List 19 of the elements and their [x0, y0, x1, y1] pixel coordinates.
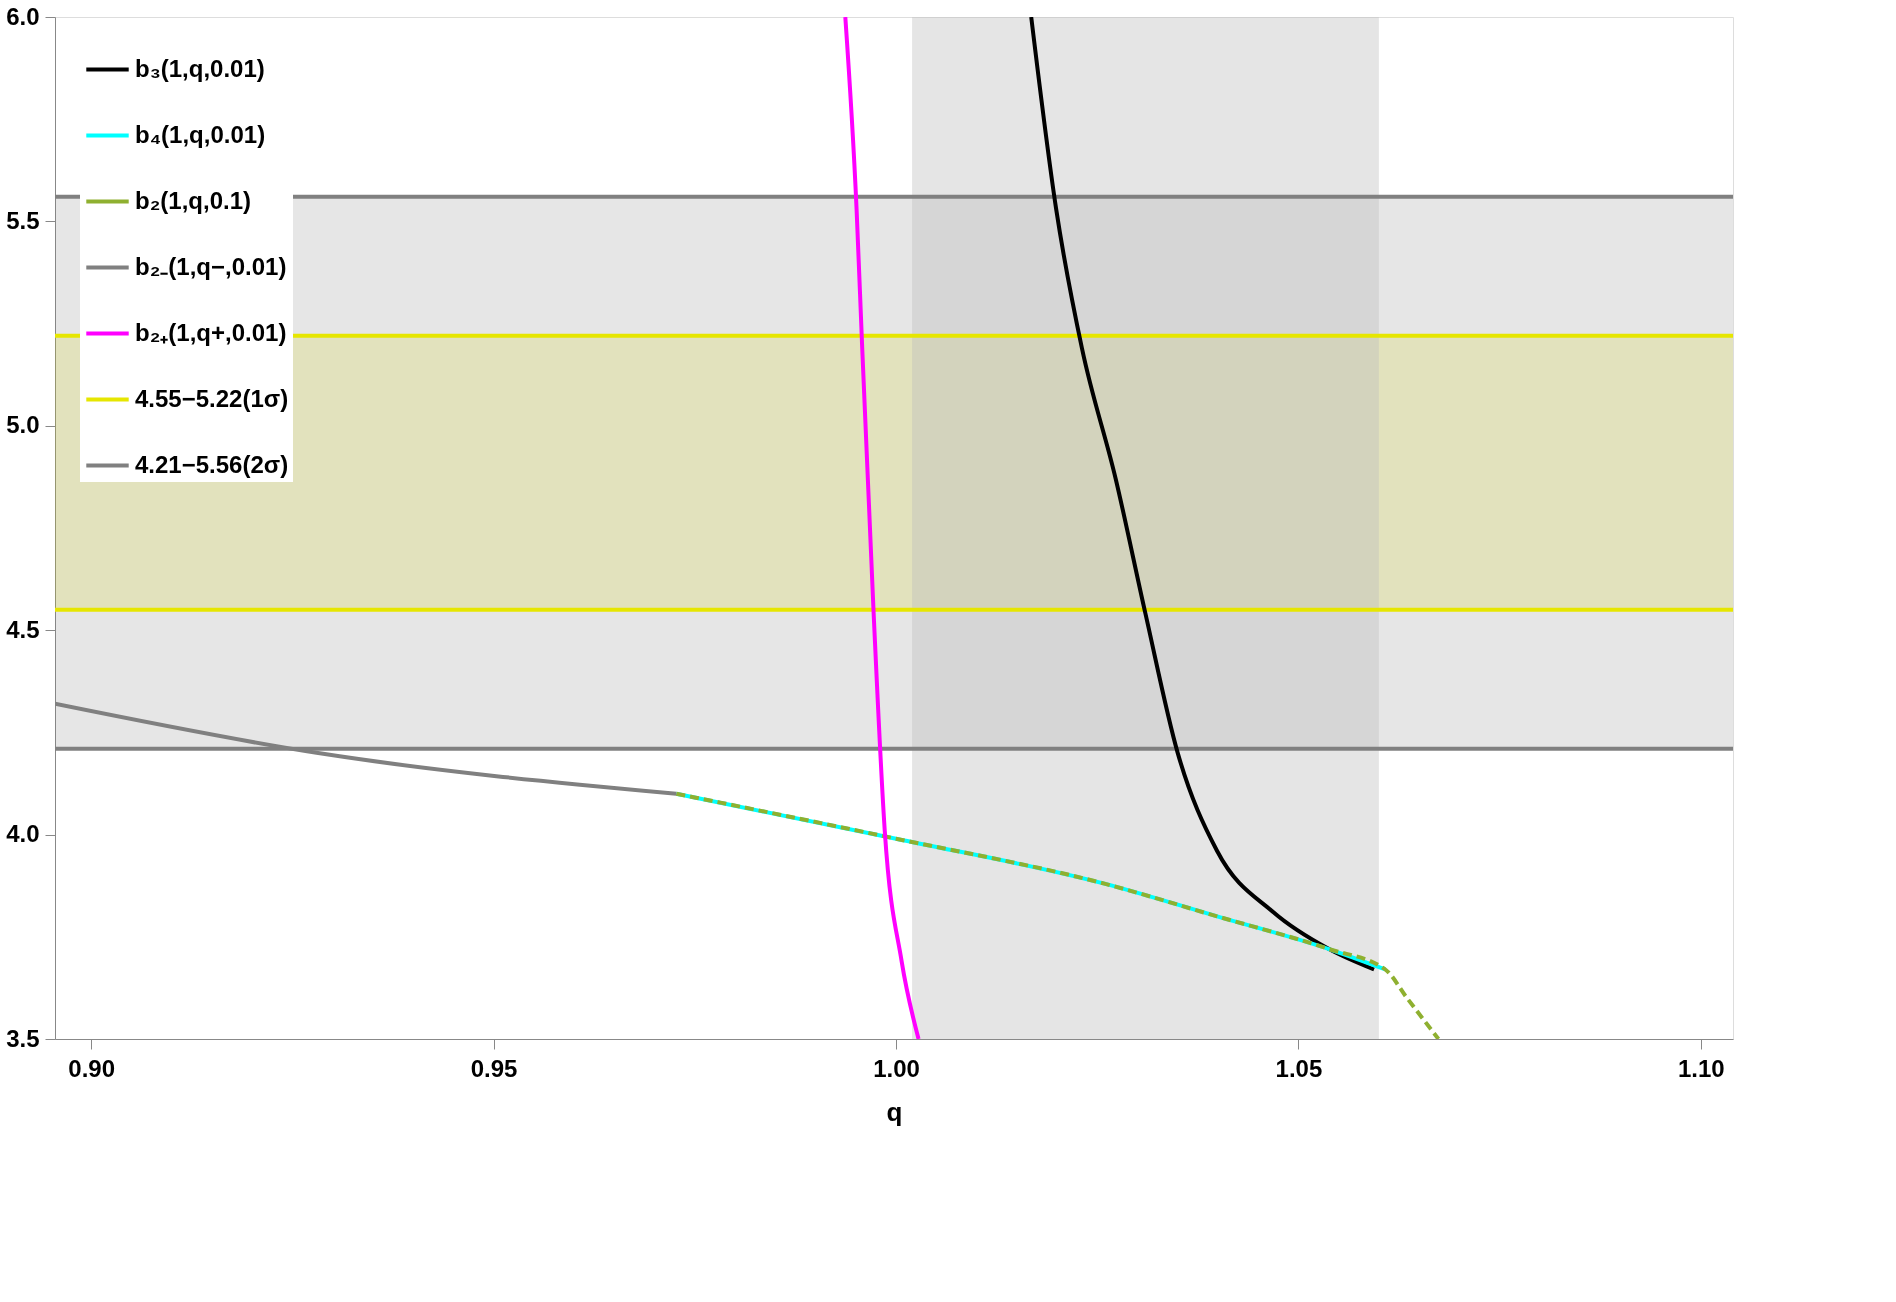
x-tick-label: 1.00 — [873, 1054, 920, 1082]
legend-label: b₂₊(1,q+,0.01) — [135, 318, 287, 346]
y-tick-label: 4.0 — [6, 820, 40, 848]
x-tick-label: 0.90 — [68, 1054, 116, 1082]
x-tick-label: 1.05 — [1275, 1054, 1323, 1082]
y-tick-label: 3.5 — [6, 1024, 40, 1052]
legend-label: b₄(1,q,0.01) — [135, 120, 266, 148]
x-tick-label: 0.95 — [470, 1054, 518, 1082]
legend-label: b₂₋(1,q−,0.01) — [135, 252, 287, 280]
legend-label: b₂(1,q,0.1) — [135, 186, 252, 214]
legend-label: b₃(1,q,0.01) — [135, 54, 265, 82]
band-label: 4.21−5.56(2σ) — [135, 450, 289, 478]
x-axis-title: q — [886, 1096, 903, 1127]
x-tick-label: 1.10 — [1677, 1054, 1725, 1082]
y-tick-label: 5.0 — [6, 411, 40, 439]
y-tick-label: 4.5 — [6, 615, 40, 643]
band-label: 4.55−5.22(1σ) — [135, 384, 289, 412]
y-tick-label: 6.0 — [6, 2, 40, 30]
y-tick-label: 5.5 — [6, 206, 40, 234]
